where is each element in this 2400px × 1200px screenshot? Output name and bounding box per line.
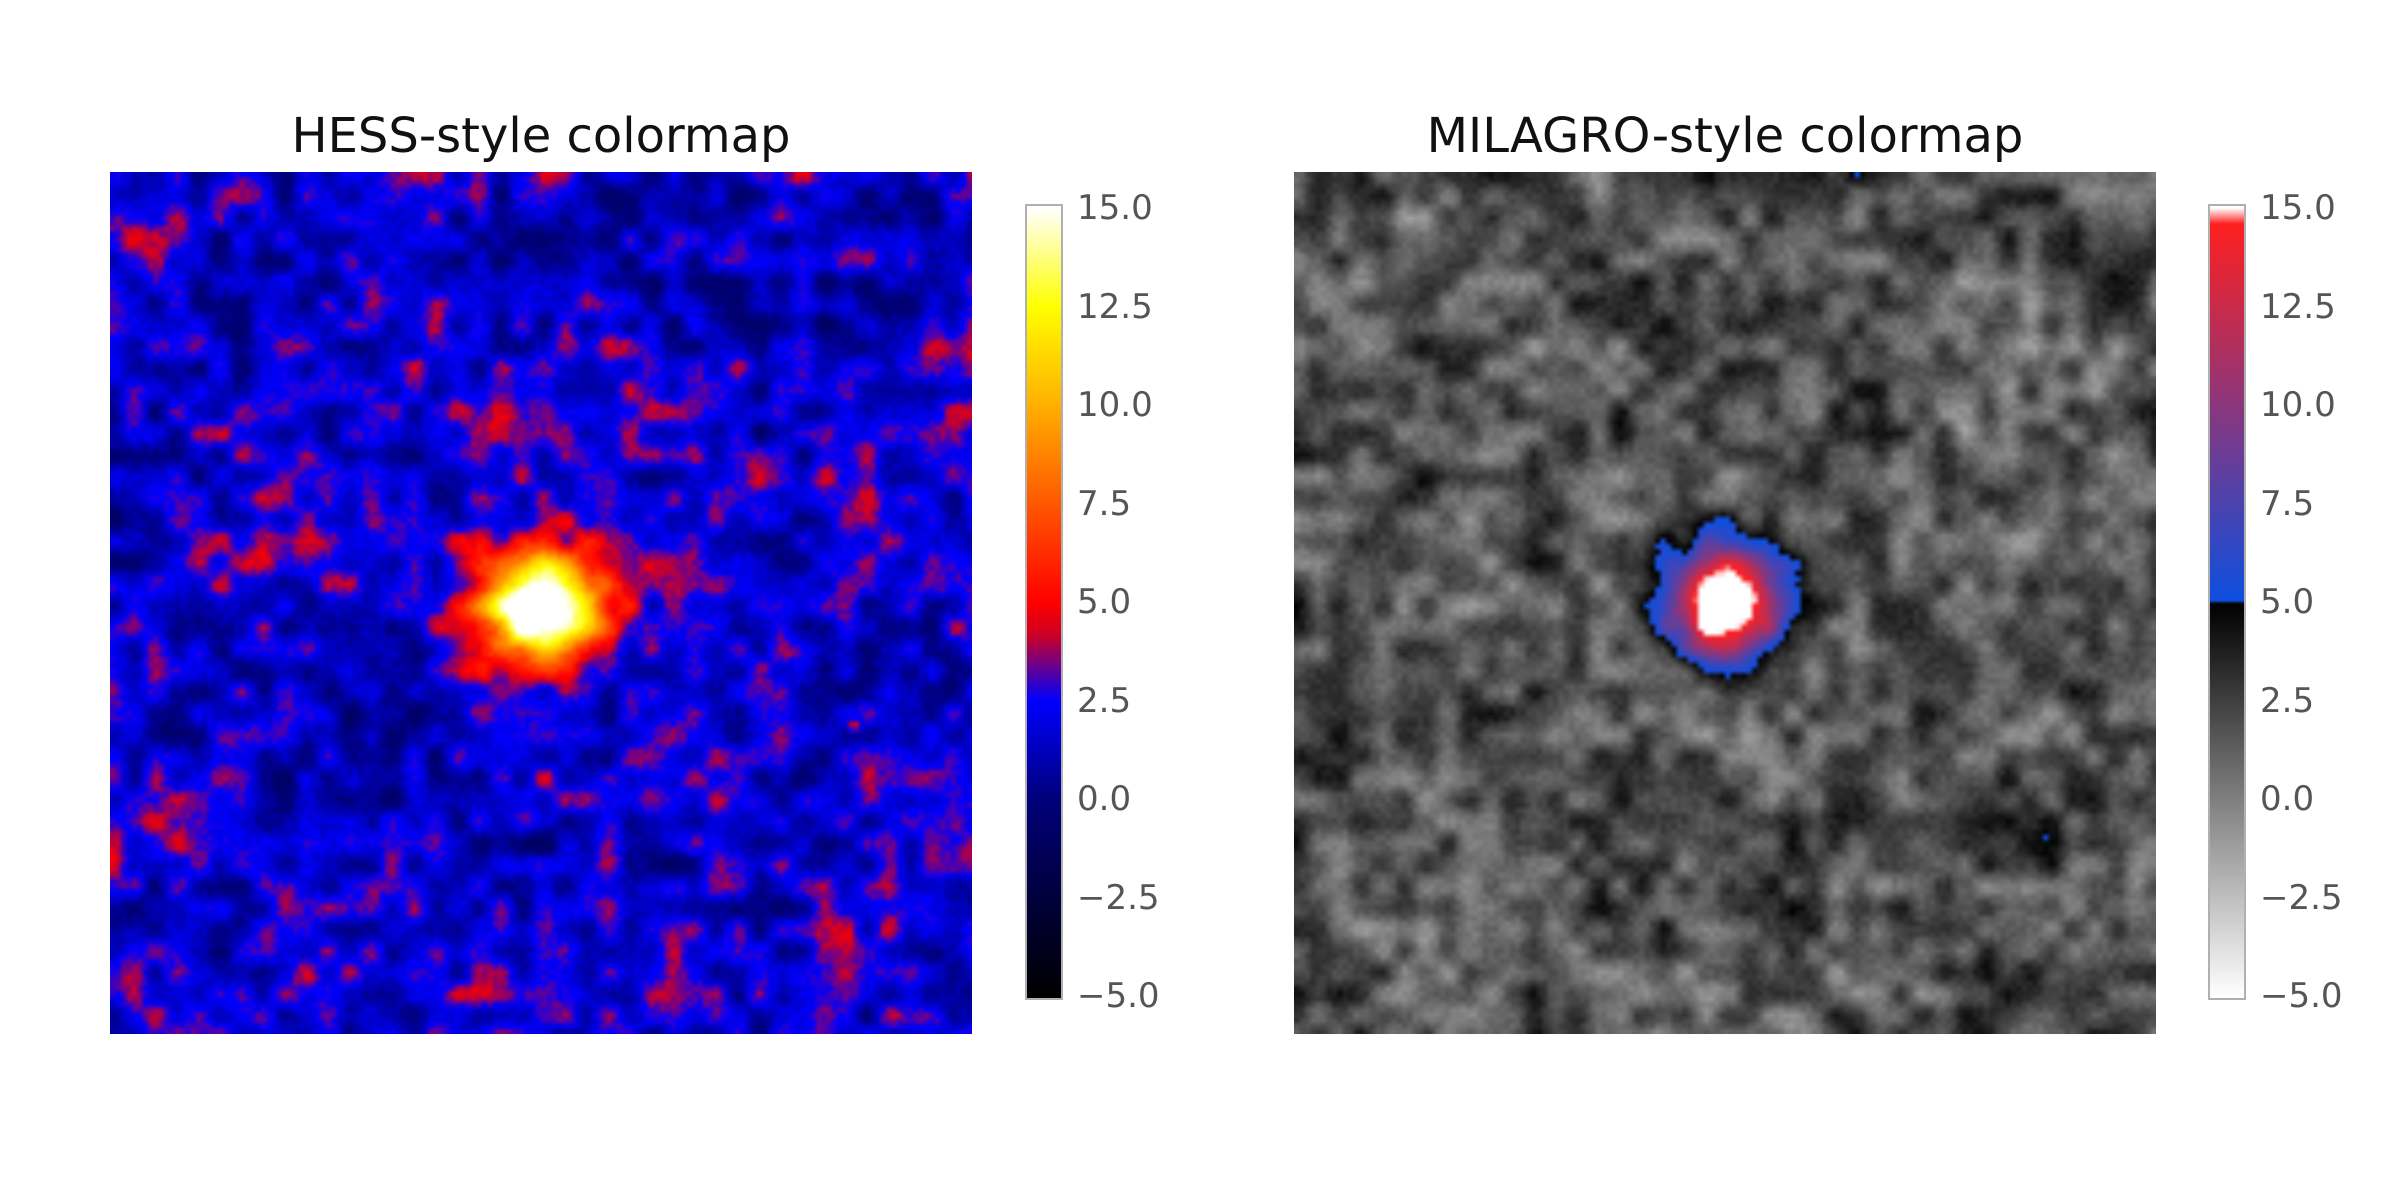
colorbar-tick-label: 5.0: [1077, 582, 1132, 622]
milagro-heatmap: [1294, 172, 2156, 1034]
colorbar-tick-label: 10.0: [2260, 385, 2336, 425]
colorbar-tick-label: −2.5: [2260, 877, 2343, 918]
colorbar-tick-label: −5.0: [1077, 976, 1160, 1016]
colorbar-tick-label: 15.0: [1077, 188, 1153, 228]
colorbar-tick-label: 7.5: [1077, 483, 1132, 524]
colorbar-tick-label: 12.5: [2260, 286, 2336, 327]
hess-colorbar: [1025, 204, 1063, 1000]
milagro-panel: MILAGRO-style colormap −5.0 −2.5 0.0 2.5 5.0…: [1200, 0, 2400, 1200]
colorbar-tick-label: 5.0: [2260, 582, 2315, 622]
milagro-colorbar: [2208, 204, 2246, 1000]
colorbar-tick-label: 0.0: [2260, 779, 2315, 819]
colorbar-tick-label: 7.5: [2260, 483, 2315, 524]
colorbar-tick-label: −5.0: [2260, 976, 2343, 1016]
colorbar-tick-label: 0.0: [1077, 779, 1132, 819]
hess-heatmap: [110, 172, 972, 1034]
colorbar-tick-label: 15.0: [2260, 188, 2336, 228]
colorbar-tick-label: 2.5: [2260, 680, 2315, 721]
colorbar-tick-label: 2.5: [1077, 680, 1132, 721]
hess-panel: HESS-style colormap −5.0 −2.5 0.0 2.5 5.0 7.5…: [110, 108, 1160, 1034]
colorbar-tick-label: 12.5: [1077, 286, 1153, 327]
colorbar-tick-label: −2.5: [1077, 877, 1160, 918]
milagro-title: MILAGRO-style colormap: [1426, 108, 2024, 164]
colorbar-tick-label: 10.0: [1077, 385, 1153, 425]
hess-title: HESS-style colormap: [291, 108, 791, 164]
